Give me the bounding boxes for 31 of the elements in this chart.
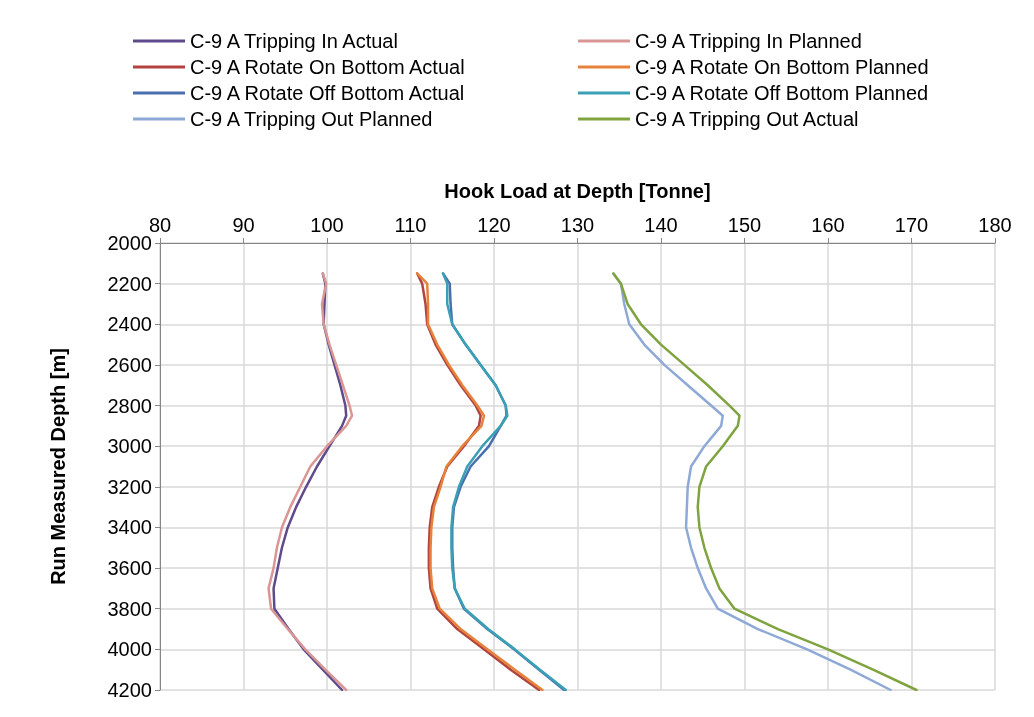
y-tick-label: 3000 [107,435,152,458]
x-tick-label: 90 [232,214,255,236]
legend-label: C-9 A Tripping In Actual [190,30,398,52]
y-tick-label: 3800 [107,597,152,620]
x-tick-label: 140 [644,214,678,236]
x-tick-label: 120 [477,214,511,236]
x-axis-title: Hook Load at Depth [Tonne] [444,180,711,202]
legend-label: C-9 A Tripping In Planned [635,30,862,52]
x-tick-label: 110 [394,214,427,236]
y-tick-label: 2800 [107,394,152,417]
y-tick-label: 3600 [107,557,152,580]
x-tick-label: 100 [310,214,344,236]
x-tick-label: 130 [560,214,595,236]
legend-label: C-9 A Rotate Off Bottom Planned [635,82,929,104]
x-tick-label: 160 [811,214,845,236]
x-tick-label: 170 [894,214,929,236]
y-tick-label: 4000 [107,638,152,661]
y-tick-label: 2400 [107,313,152,336]
y-tick-label: 3200 [107,475,152,498]
legend-label: C-9 A Tripping Out Planned [190,108,433,130]
legend-label: C-9 A Rotate On Bottom Planned [635,56,929,78]
legend-label: C-9 A Tripping Out Actual [635,108,859,130]
x-tick-label: 150 [727,214,762,236]
y-axis-title: Run Measured Depth [m] [47,348,69,585]
x-tick-label: 180 [978,214,1012,236]
y-tick-label: 3400 [107,516,152,539]
y-tick-label: 4200 [107,679,152,701]
y-tick-label: 2200 [107,272,152,295]
legend-label: C-9 A Rotate Off Bottom Actual [190,82,465,104]
legend-label: C-9 A Rotate On Bottom Actual [190,56,465,78]
y-tick-label: 2600 [107,353,152,376]
